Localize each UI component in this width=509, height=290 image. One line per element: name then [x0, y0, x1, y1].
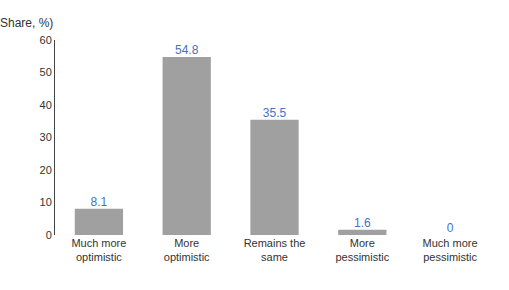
svg-text:20: 20: [40, 164, 52, 176]
svg-text:40: 40: [40, 99, 52, 111]
svg-text:60: 60: [40, 34, 52, 46]
svg-text:Remains thesame: Remains thesame: [244, 237, 306, 263]
svg-text:54.8: 54.8: [175, 43, 199, 57]
svg-text:0: 0: [46, 229, 52, 241]
svg-text:10: 10: [40, 196, 52, 208]
svg-text:35.5: 35.5: [263, 106, 287, 120]
svg-text:8.1: 8.1: [91, 195, 108, 209]
svg-text:1.6: 1.6: [354, 216, 371, 230]
svg-text:Much moreoptimistic: Much moreoptimistic: [71, 237, 126, 263]
svg-text:Much morepessimistic: Much morepessimistic: [423, 237, 478, 263]
svg-text:0: 0: [447, 221, 454, 235]
svg-text:50: 50: [40, 66, 52, 78]
svg-text:(Share, %): (Share, %): [0, 16, 53, 30]
svg-text:Morepessimistic: Morepessimistic: [335, 237, 389, 263]
svg-text:Moreoptimistic: Moreoptimistic: [164, 237, 210, 263]
svg-text:30: 30: [40, 131, 52, 143]
